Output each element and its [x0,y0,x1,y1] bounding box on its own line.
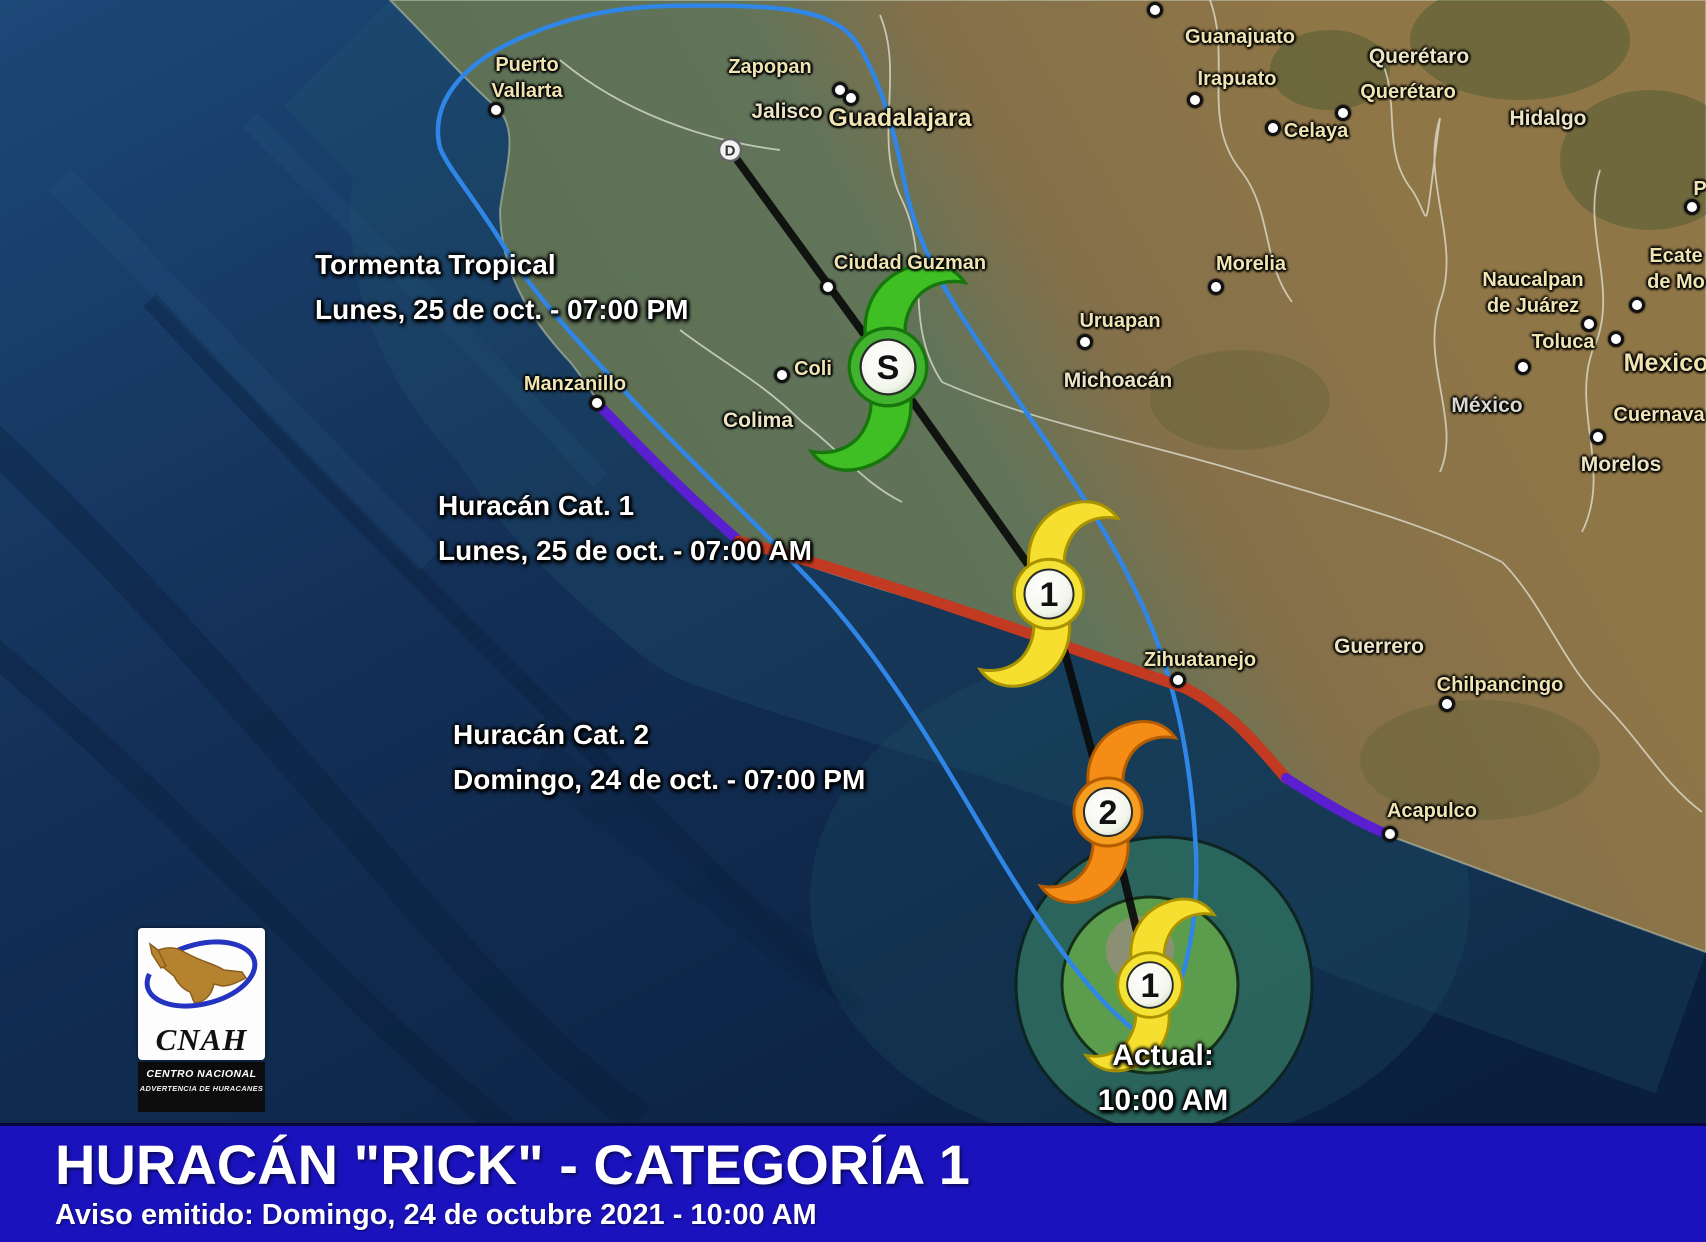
map-label-manzanillo: Manzanillo [523,373,627,395]
svg-text:S: S [877,349,900,387]
map-label-michoacan: Michoacán [1063,369,1173,392]
map-label-mexico: México [1451,394,1523,417]
forecast-label-actual: Actual: 10:00 AM [1097,1039,1229,1117]
city-dot [1439,696,1455,712]
ocean-ridges [0,293,867,1151]
forecast-cone [435,3,1199,1041]
map-label-mexico: Mexico [1623,349,1706,377]
track-point-forecast-hurricane-cat1: 1 [957,495,1141,693]
city-dot [1077,334,1093,350]
track-point-dissipation-point: D [717,137,743,163]
city-dot [1335,105,1351,121]
map-label-ciudad-guzman: Ciudad Guzman [833,252,987,274]
city-dot [1147,2,1163,18]
tropical-storm-warning-line-nw [595,401,744,546]
map-label-guadalajara: Guadalajara [828,104,972,132]
forecast-label-huracan-cat-1: Huracán Cat. 1 Lunes, 25 de oct. - 07:00 … [438,490,812,566]
map-label-colima: Colima [722,409,794,432]
city-dot [820,279,836,295]
cnah-logo: CNAH CENTRO NACIONAL ADVERTENCIA DE HURA… [138,928,265,1112]
advisory-banner: HURACÁN "RICK" - CATEGORÍA 1 Aviso emiti… [0,1123,1706,1242]
track-point-forecast-hurricane-cat2: 2 [1018,715,1198,909]
map-label-puerto-vallarta: Puerto Vallarta [491,54,563,102]
map-label-ecate-de-mo: Ecate de Mo [1647,245,1705,293]
advisory-subtitle: Aviso emitido: Domingo, 24 de octubre 20… [55,1199,817,1231]
svg-text:2: 2 [1099,794,1118,832]
city-dot [1581,316,1597,332]
map-label-morelos: Morelos [1580,453,1662,476]
forecast-label-huracan-cat-2: Huracán Cat. 2 Domingo, 24 de oct. - 07:0… [453,719,866,795]
map-label-hidalgo: Hidalgo [1509,107,1587,130]
map-label-acapulco: Acapulco [1386,800,1478,822]
map-label-uruapan: Uruapan [1079,310,1161,332]
cnah-logo-org: CENTRO NACIONAL ADVERTENCIA DE HURACANES [138,1062,265,1112]
cnah-acronym: CNAH [155,1022,248,1057]
map-label-guerrero: Guerrero [1334,635,1424,658]
forest-patches [1150,0,1706,820]
city-dot [1170,672,1186,688]
map-label-chilpancingo: Chilpancingo [1436,674,1564,696]
map-label-irapuato: Irapuato [1197,68,1277,90]
svg-text:1: 1 [1141,967,1160,1005]
map-label-cuernava: Cuernava [1613,404,1705,426]
city-dot [1590,429,1606,445]
mexico-map-icon [144,939,258,1009]
city-dot [1684,199,1700,215]
map-label-naucalpan-de-juarez: Naucalpan de Juárez [1482,269,1584,317]
state-borders [559,0,1703,813]
cnah-org-line1: CENTRO NACIONAL [146,1068,257,1080]
city-dot [1187,92,1203,108]
city-dot [589,395,605,411]
city-dot [1608,331,1624,347]
map-label-celaya: Celaya [1283,120,1349,142]
track-point-forecast-tropical-storm: S [785,257,991,477]
city-dot [843,90,859,106]
cnah-logo-emblem: CNAH [138,928,265,1060]
city-dot [1208,279,1224,295]
city-dot [488,102,504,118]
map-label-coli: Coli [794,358,832,380]
city-dot [1629,297,1645,313]
cnah-org-line2: ADVERTENCIA DE HURACANES [139,1084,264,1093]
svg-text:1: 1 [1040,576,1059,614]
city-dot [1382,826,1398,842]
map-label-zapopan: Zapopan [728,56,812,78]
map-label-jalisco: Jalisco [751,100,823,123]
hurricane-warning-line [733,535,1292,784]
track-point-current-position-cat1: 1 [1064,893,1236,1077]
map-label-morelia: Morelia [1215,253,1287,275]
map-label-p: P [1693,178,1706,200]
forecast-label-tormenta-tropical: Tormenta Tropical Lunes, 25 de oct. - 07:… [315,249,689,325]
map-label-queretaro: Querétaro [1368,45,1470,68]
advisory-title: HURACÁN "RICK" - CATEGORÍA 1 [55,1133,970,1196]
city-dot [774,367,790,383]
city-dot [1515,359,1531,375]
map-label-guanajuato: Guanajuato [1184,26,1296,48]
map-label-zihuatanejo: Zihuatanejo [1143,649,1257,671]
map-label-toluca: Toluca [1531,331,1595,353]
city-dot [1265,120,1281,136]
hurricane-icon-layer: D S 1 2 1 [717,137,1236,1077]
tropical-storm-warning-line-se [1281,773,1397,841]
svg-text:D: D [725,143,736,160]
map-label-queretaro: Querétaro [1360,81,1456,103]
